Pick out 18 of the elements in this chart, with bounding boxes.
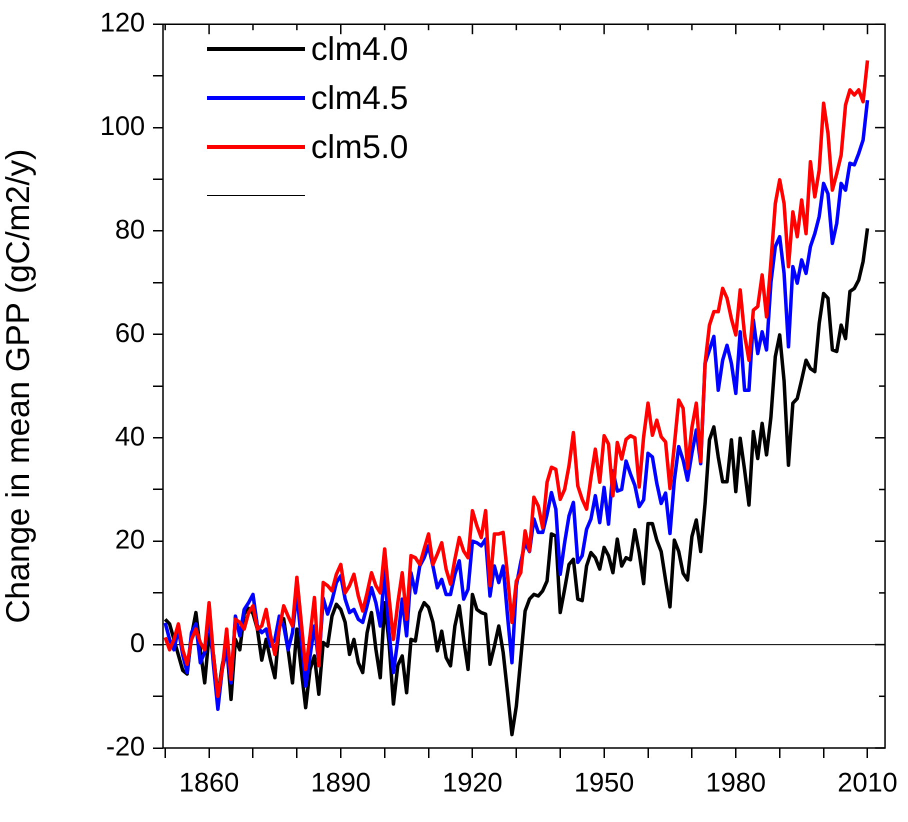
y-axis-title: Change in mean GPP (gC/m2/y): [0, 148, 36, 624]
y-tick-label: 80: [114, 214, 145, 244]
x-tick-label: 1980: [706, 768, 766, 798]
y-tick-label: 40: [114, 421, 145, 452]
x-tick-label: 1890: [310, 768, 371, 798]
y-tick-label: 0: [130, 628, 145, 658]
legend-label: clm4.0: [311, 29, 408, 69]
x-tick-label: 1920: [442, 768, 502, 798]
legend-label: clm5.0: [311, 127, 408, 167]
y-tick-label: 120: [100, 8, 145, 38]
legend-label: clm4.5: [311, 78, 408, 118]
x-tick-label: 1860: [179, 768, 240, 798]
y-tick-label: 20: [114, 524, 145, 555]
y-tick-label: 60: [114, 318, 145, 348]
y-tick-label: -20: [106, 731, 145, 762]
x-tick-label: 2010: [837, 768, 898, 798]
x-tick-label: 1950: [574, 768, 634, 798]
y-tick-label: 100: [100, 111, 145, 142]
